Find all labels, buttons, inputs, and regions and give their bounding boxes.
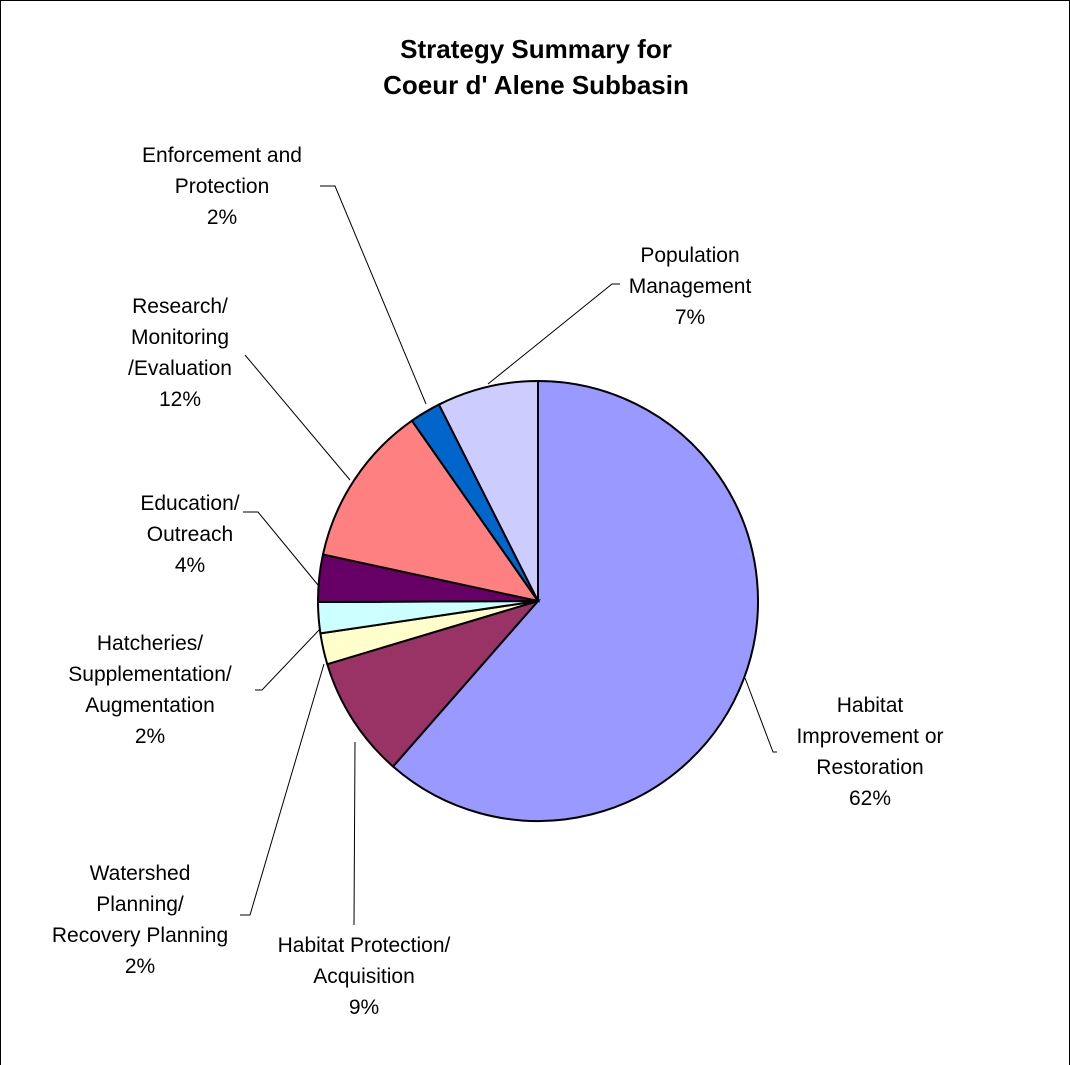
pie-slice-7	[437, 379, 539, 602]
slice-label-line: Watershed	[90, 862, 191, 885]
slice-label-line: Augmentation	[85, 694, 215, 717]
slice-label-line: Enforcement and	[142, 144, 302, 167]
slice-label-line: Outreach	[147, 523, 233, 546]
leader-lines	[240, 185, 777, 926]
leader-line-3	[255, 628, 321, 691]
slice-label-line: Education/	[140, 492, 239, 515]
chart-title: Strategy Summary for Coeur d' Alene Subb…	[1, 31, 1070, 103]
leader-line-2	[240, 663, 325, 916]
leader-line-6	[320, 185, 427, 405]
pie-slices	[316, 379, 759, 822]
slice-label-line: Research/	[132, 295, 228, 318]
slice-label-line: Recovery Planning	[52, 924, 228, 947]
slice-label-5: Research/Monitoring/Evaluation 12%	[128, 295, 232, 411]
slice-label-line: Supplementation/	[68, 663, 232, 686]
slice-value-label: 2%	[207, 206, 237, 229]
slice-label-line: Protection	[175, 175, 270, 198]
slice-label-line: Population	[640, 244, 739, 267]
chart-title-line-2: Coeur d' Alene Subbasin	[383, 70, 689, 100]
slice-label-2: Watershed Planning/Recovery Planning 2%	[52, 862, 228, 978]
slice-label-line: Monitoring	[131, 326, 229, 349]
slice-label-line: Management	[629, 275, 752, 298]
slice-label-line: Planning/	[96, 893, 184, 916]
slice-value-label: 12%	[159, 388, 201, 411]
leader-line-4	[243, 511, 319, 586]
slice-value-label: 62%	[849, 787, 891, 810]
leader-line-5	[244, 354, 351, 481]
slice-label-3: Hatcheries/Supplementation/Augmentation 2…	[68, 632, 232, 748]
slice-label-1: Habitat Protection/Acquisition 9%	[278, 934, 451, 1019]
slice-value-label: 9%	[349, 996, 379, 1019]
slice-label-line: Habitat	[837, 694, 904, 717]
leader-line-0	[744, 677, 777, 753]
slice-value-label: 2%	[125, 955, 155, 978]
slice-value-label: 2%	[135, 725, 165, 748]
leader-line-1	[353, 741, 356, 926]
slice-labels: Habitat Improvement or Restoration 62%Habit…	[52, 144, 944, 1019]
slice-value-label: 7%	[675, 306, 705, 329]
slice-label-line: Acquisition	[313, 965, 415, 988]
slice-label-line: Improvement or	[796, 725, 943, 748]
chart-title-line-1: Strategy Summary for	[400, 34, 672, 64]
slice-label-4: Education/Outreach 4%	[140, 492, 239, 577]
pie-slice-5	[321, 419, 541, 603]
pie-slice-1	[326, 599, 542, 768]
leader-line-7	[487, 283, 620, 385]
slice-label-line: Restoration	[816, 756, 923, 779]
slice-label-line: Habitat Protection/	[278, 934, 451, 957]
pie-slice-0	[391, 379, 759, 822]
slice-label-7: Population Management 7%	[629, 244, 752, 329]
slice-label-6: Enforcement and Protection 2%	[142, 144, 302, 229]
slice-label-line: /Evaluation	[128, 357, 232, 380]
slice-label-0: Habitat Improvement or Restoration 62%	[796, 694, 943, 810]
slice-label-line: Hatcheries/	[97, 632, 203, 655]
slice-value-label: 4%	[175, 554, 205, 577]
